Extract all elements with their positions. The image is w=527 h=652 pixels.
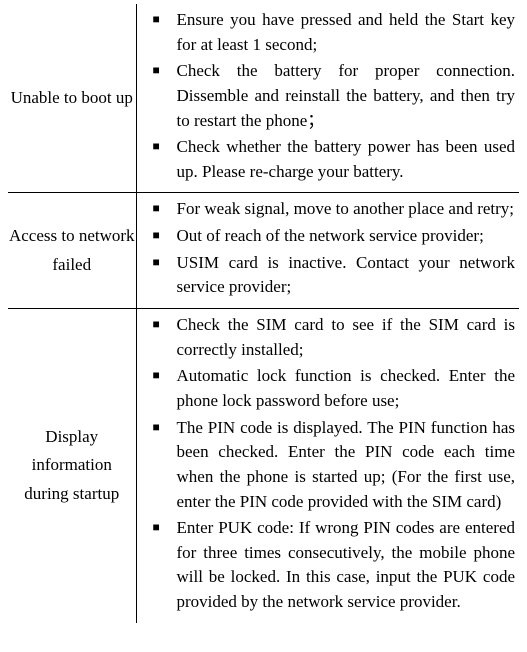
solution-item: Check whether the battery power has been… bbox=[149, 135, 516, 184]
solution-item: Automatic lock function is checked. Ente… bbox=[149, 364, 516, 413]
issue-label-cell: Access to network failed bbox=[8, 193, 136, 309]
solution-list: Check the SIM card to see if the SIM car… bbox=[137, 313, 520, 619]
issue-label: Access to network failed bbox=[8, 222, 136, 280]
solution-list: For weak signal, move to another place a… bbox=[137, 197, 520, 304]
solution-item: Check the SIM card to see if the SIM car… bbox=[149, 313, 516, 362]
solution-item: Check the battery for proper connection.… bbox=[149, 59, 516, 133]
issue-label-cell: Unable to boot up bbox=[8, 4, 136, 193]
troubleshooting-tbody: Unable to boot up Ensure you have pressed… bbox=[8, 4, 519, 623]
solution-item: USIM card is inactive. Contact your netw… bbox=[149, 251, 516, 300]
solution-cell: Ensure you have pressed and held the Sta… bbox=[136, 4, 519, 193]
troubleshooting-table-page: Unable to boot up Ensure you have pressed… bbox=[0, 0, 527, 631]
issue-label: Unable to boot up bbox=[8, 84, 136, 113]
solution-cell: Check the SIM card to see if the SIM car… bbox=[136, 309, 519, 623]
solution-item: Ensure you have pressed and held the Sta… bbox=[149, 8, 516, 57]
solution-item: Enter PUK code: If wrong PIN codes are e… bbox=[149, 516, 516, 615]
solution-item: The PIN code is displayed. The PIN funct… bbox=[149, 416, 516, 515]
solution-cell: For weak signal, move to another place a… bbox=[136, 193, 519, 309]
solution-list: Ensure you have pressed and held the Sta… bbox=[137, 8, 520, 188]
issue-label-cell: Display information during startup bbox=[8, 309, 136, 623]
troubleshooting-table: Unable to boot up Ensure you have pressed… bbox=[8, 4, 519, 623]
solution-item: Out of reach of the network service prov… bbox=[149, 224, 516, 249]
table-row: Unable to boot up Ensure you have pressed… bbox=[8, 4, 519, 193]
table-row: Display information during startup Check … bbox=[8, 309, 519, 623]
issue-label: Display information during startup bbox=[8, 423, 136, 510]
table-row: Access to network failed For weak signal,… bbox=[8, 193, 519, 309]
solution-item: For weak signal, move to another place a… bbox=[149, 197, 516, 222]
